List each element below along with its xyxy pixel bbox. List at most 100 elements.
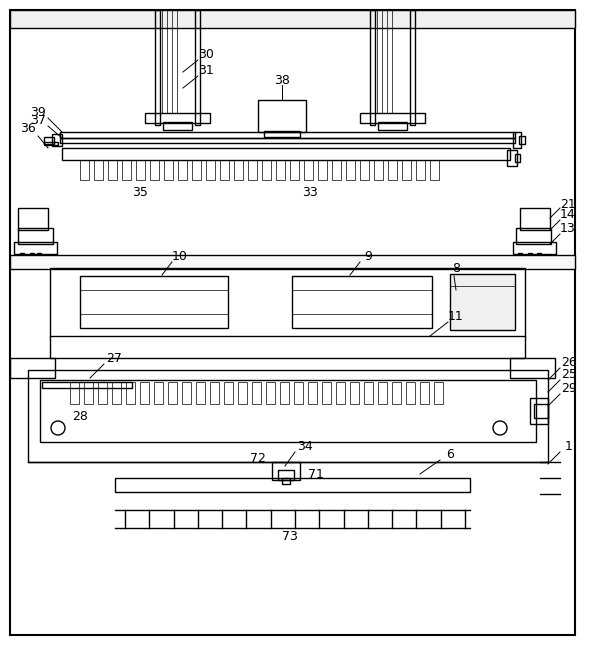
Bar [434, 382, 443, 404]
Text: 6: 6 [446, 447, 454, 460]
Text: 28: 28 [72, 409, 88, 422]
Bar [80, 276, 228, 328]
Text: 39: 39 [30, 105, 46, 118]
Text: 71: 71 [308, 467, 324, 480]
Text: 26: 26 [561, 355, 577, 368]
Bar [238, 382, 247, 404]
Bar [528, 253, 532, 259]
Bar [322, 382, 331, 404]
Text: 8: 8 [452, 262, 460, 275]
Bar [515, 154, 520, 162]
Bar [108, 160, 117, 180]
Bar [234, 160, 243, 180]
Bar [262, 160, 271, 180]
Bar [10, 10, 575, 28]
Bar [168, 382, 177, 404]
Text: 13: 13 [560, 221, 576, 234]
Bar [126, 382, 135, 404]
Bar [248, 160, 257, 180]
Bar [420, 382, 429, 404]
Bar [112, 382, 121, 404]
Bar [196, 382, 205, 404]
Bar [519, 136, 525, 144]
Bar [136, 160, 145, 180]
Bar [252, 382, 261, 404]
Bar [513, 132, 521, 148]
Bar [145, 113, 210, 123]
Bar [14, 242, 57, 254]
Bar [350, 382, 359, 404]
Bar [378, 382, 387, 404]
Bar [406, 382, 415, 404]
Bar [60, 132, 515, 138]
Bar [336, 382, 345, 404]
Bar [224, 382, 233, 404]
Text: 33: 33 [302, 186, 318, 199]
Bar [150, 160, 159, 180]
Bar [50, 268, 525, 358]
Bar [94, 160, 103, 180]
Text: 21: 21 [560, 197, 576, 210]
Bar [37, 253, 41, 259]
Bar [402, 160, 411, 180]
Bar [370, 10, 375, 125]
Text: 27: 27 [106, 352, 122, 365]
Bar [430, 160, 439, 180]
Bar [10, 255, 575, 269]
Bar [44, 137, 54, 144]
Bar [290, 160, 299, 180]
Bar [534, 404, 548, 418]
Bar [276, 160, 285, 180]
Bar [360, 113, 425, 123]
Bar [258, 100, 306, 132]
Bar [154, 382, 163, 404]
Bar [178, 160, 187, 180]
Bar [510, 358, 555, 378]
Bar [292, 276, 432, 328]
Bar [44, 142, 58, 145]
Bar [272, 462, 300, 480]
Text: 1: 1 [565, 439, 573, 452]
Bar [192, 160, 201, 180]
Bar [140, 382, 149, 404]
Bar [520, 208, 550, 230]
Bar [220, 160, 229, 180]
Bar [266, 382, 275, 404]
Bar [278, 470, 294, 480]
Bar [516, 228, 551, 244]
Text: 29: 29 [561, 381, 577, 395]
Bar [374, 160, 383, 180]
Bar [392, 382, 401, 404]
Text: 72: 72 [250, 452, 266, 465]
Bar [40, 380, 536, 442]
Bar [115, 478, 470, 492]
Bar [52, 134, 62, 146]
Bar [294, 382, 303, 404]
Bar [163, 122, 192, 130]
Bar [18, 228, 53, 244]
Bar [98, 382, 107, 404]
Text: 30: 30 [198, 49, 214, 61]
Bar [182, 382, 191, 404]
Bar [62, 148, 510, 160]
Bar [308, 382, 317, 404]
Bar [28, 370, 548, 462]
Bar [513, 242, 556, 254]
Bar [318, 160, 327, 180]
Bar [20, 253, 24, 259]
Bar [360, 160, 369, 180]
Bar [122, 160, 131, 180]
Bar [282, 478, 290, 484]
Text: 34: 34 [297, 439, 313, 452]
Bar [346, 160, 355, 180]
Text: 31: 31 [198, 64, 214, 77]
Bar [18, 208, 48, 230]
Bar [364, 382, 373, 404]
Text: 35: 35 [132, 186, 148, 199]
Text: 25: 25 [561, 368, 577, 380]
Text: 14: 14 [560, 208, 576, 221]
Bar [84, 382, 93, 404]
Text: 38: 38 [274, 74, 290, 87]
Bar [378, 122, 407, 130]
Bar [332, 160, 341, 180]
